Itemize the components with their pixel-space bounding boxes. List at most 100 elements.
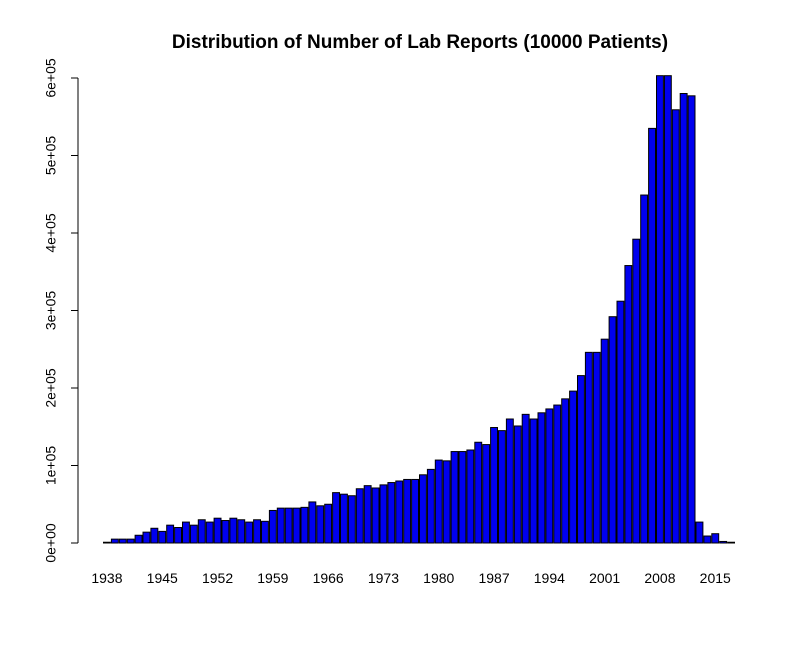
bar-1995 <box>553 404 562 544</box>
y-tick-label: 5e+05 <box>43 136 59 176</box>
bar-1985 <box>474 441 483 544</box>
bar-1965 <box>316 505 325 544</box>
bar-2015 <box>711 533 720 544</box>
bar-1939 <box>110 538 119 544</box>
bar-1973 <box>379 484 388 544</box>
y-tick-label: 3e+05 <box>43 291 59 331</box>
bar-2004 <box>624 265 633 544</box>
bar-1962 <box>292 507 301 544</box>
bar-2008 <box>656 75 664 544</box>
x-tick-label: 1987 <box>478 570 509 586</box>
bar-1996 <box>561 398 570 544</box>
bar-1970 <box>355 488 364 544</box>
bar-2009 <box>663 75 672 544</box>
x-tick-label: 2015 <box>700 570 731 586</box>
bar-1975 <box>395 480 404 544</box>
bar-2006 <box>640 194 649 544</box>
y-tick-label: 1e+05 <box>43 446 59 486</box>
y-tick-label: 2e+05 <box>43 368 59 408</box>
bar-2002 <box>608 316 617 544</box>
bar-2011 <box>679 93 688 544</box>
bar-1956 <box>245 521 254 544</box>
y-tick-label: 0e+00 <box>43 523 59 563</box>
x-tick-label: 1973 <box>368 570 399 586</box>
x-tick-label: 1959 <box>257 570 288 586</box>
bar-1960 <box>276 507 285 544</box>
bar-1951 <box>205 521 214 544</box>
bar-1988 <box>498 430 506 544</box>
bar-2007 <box>648 127 656 544</box>
bar-1961 <box>284 507 293 544</box>
bar-1966 <box>324 503 333 544</box>
bar-2017 <box>727 541 735 544</box>
bar-1977 <box>411 478 420 544</box>
bar-1948 <box>182 521 190 544</box>
y-tick-label: 6e+05 <box>43 58 59 98</box>
x-tick-label: 1994 <box>534 570 565 586</box>
bar-1953 <box>221 520 230 544</box>
bar-1990 <box>513 425 522 544</box>
bar-1997 <box>569 390 577 544</box>
bar-1968 <box>340 493 348 544</box>
x-tick-label: 1938 <box>91 570 122 586</box>
bar-1952 <box>213 517 222 544</box>
x-tick-label: 1980 <box>423 570 454 586</box>
bar-1978 <box>419 474 427 544</box>
bar-1967 <box>332 492 341 544</box>
bar-1993 <box>537 412 546 544</box>
bar-1946 <box>166 524 175 544</box>
bar-2010 <box>671 109 680 544</box>
bar-1971 <box>363 485 372 544</box>
bar-1959 <box>268 509 277 544</box>
y-tick-label: 4e+05 <box>43 213 59 253</box>
x-tick-label: 1945 <box>147 570 178 586</box>
bar-1992 <box>529 418 538 544</box>
bar-1963 <box>300 506 309 544</box>
bar-1945 <box>158 530 167 544</box>
bar-2013 <box>695 521 704 544</box>
bar-1954 <box>229 517 238 544</box>
x-tick-label: 2008 <box>644 570 675 586</box>
bar-1941 <box>126 538 135 544</box>
bar-2003 <box>616 300 625 544</box>
bar-1982 <box>450 451 459 544</box>
bar-1949 <box>189 524 198 544</box>
bar-1979 <box>426 468 435 544</box>
bar-1947 <box>174 527 183 544</box>
bar-1950 <box>197 519 206 544</box>
bar-1981 <box>442 460 451 544</box>
bar-1980 <box>434 459 443 544</box>
bar-1998 <box>577 375 585 544</box>
bar-2001 <box>600 338 609 544</box>
x-axis: 1938 1945 1952 1959 1966 1973 1980 1987 1994 2001… <box>91 570 731 586</box>
bar-1986 <box>482 444 491 544</box>
bar-1972 <box>371 487 380 544</box>
bar-1987 <box>490 427 499 544</box>
chart-title: Distribution of Number of Lab Reports (1… <box>172 32 668 53</box>
x-tick-label: 2001 <box>589 570 620 586</box>
bar-1940 <box>118 538 127 544</box>
bar-1976 <box>403 478 412 544</box>
x-tick-label: 1952 <box>202 570 233 586</box>
bar-1957 <box>253 519 262 544</box>
bar-1938 <box>103 541 111 544</box>
bar-1989 <box>505 418 514 544</box>
bar-1942 <box>134 534 143 544</box>
bar-1964 <box>308 501 317 544</box>
y-axis: 0e+00 1e+05 2e+05 3e+05 4e+05 5e+05 6e+05 <box>43 58 79 563</box>
bar-1969 <box>347 495 356 544</box>
bars-group <box>103 75 735 544</box>
bar-1994 <box>545 408 554 544</box>
bar-1955 <box>237 519 246 544</box>
bar-2012 <box>687 95 696 544</box>
bar-2016 <box>719 540 728 544</box>
bar-1983 <box>458 451 467 544</box>
x-tick-label: 1966 <box>313 570 344 586</box>
bar-2005 <box>632 238 641 544</box>
bar-1999 <box>584 351 593 544</box>
bar-1943 <box>142 531 151 544</box>
bar-1958 <box>261 520 269 544</box>
bar-1944 <box>150 527 159 544</box>
